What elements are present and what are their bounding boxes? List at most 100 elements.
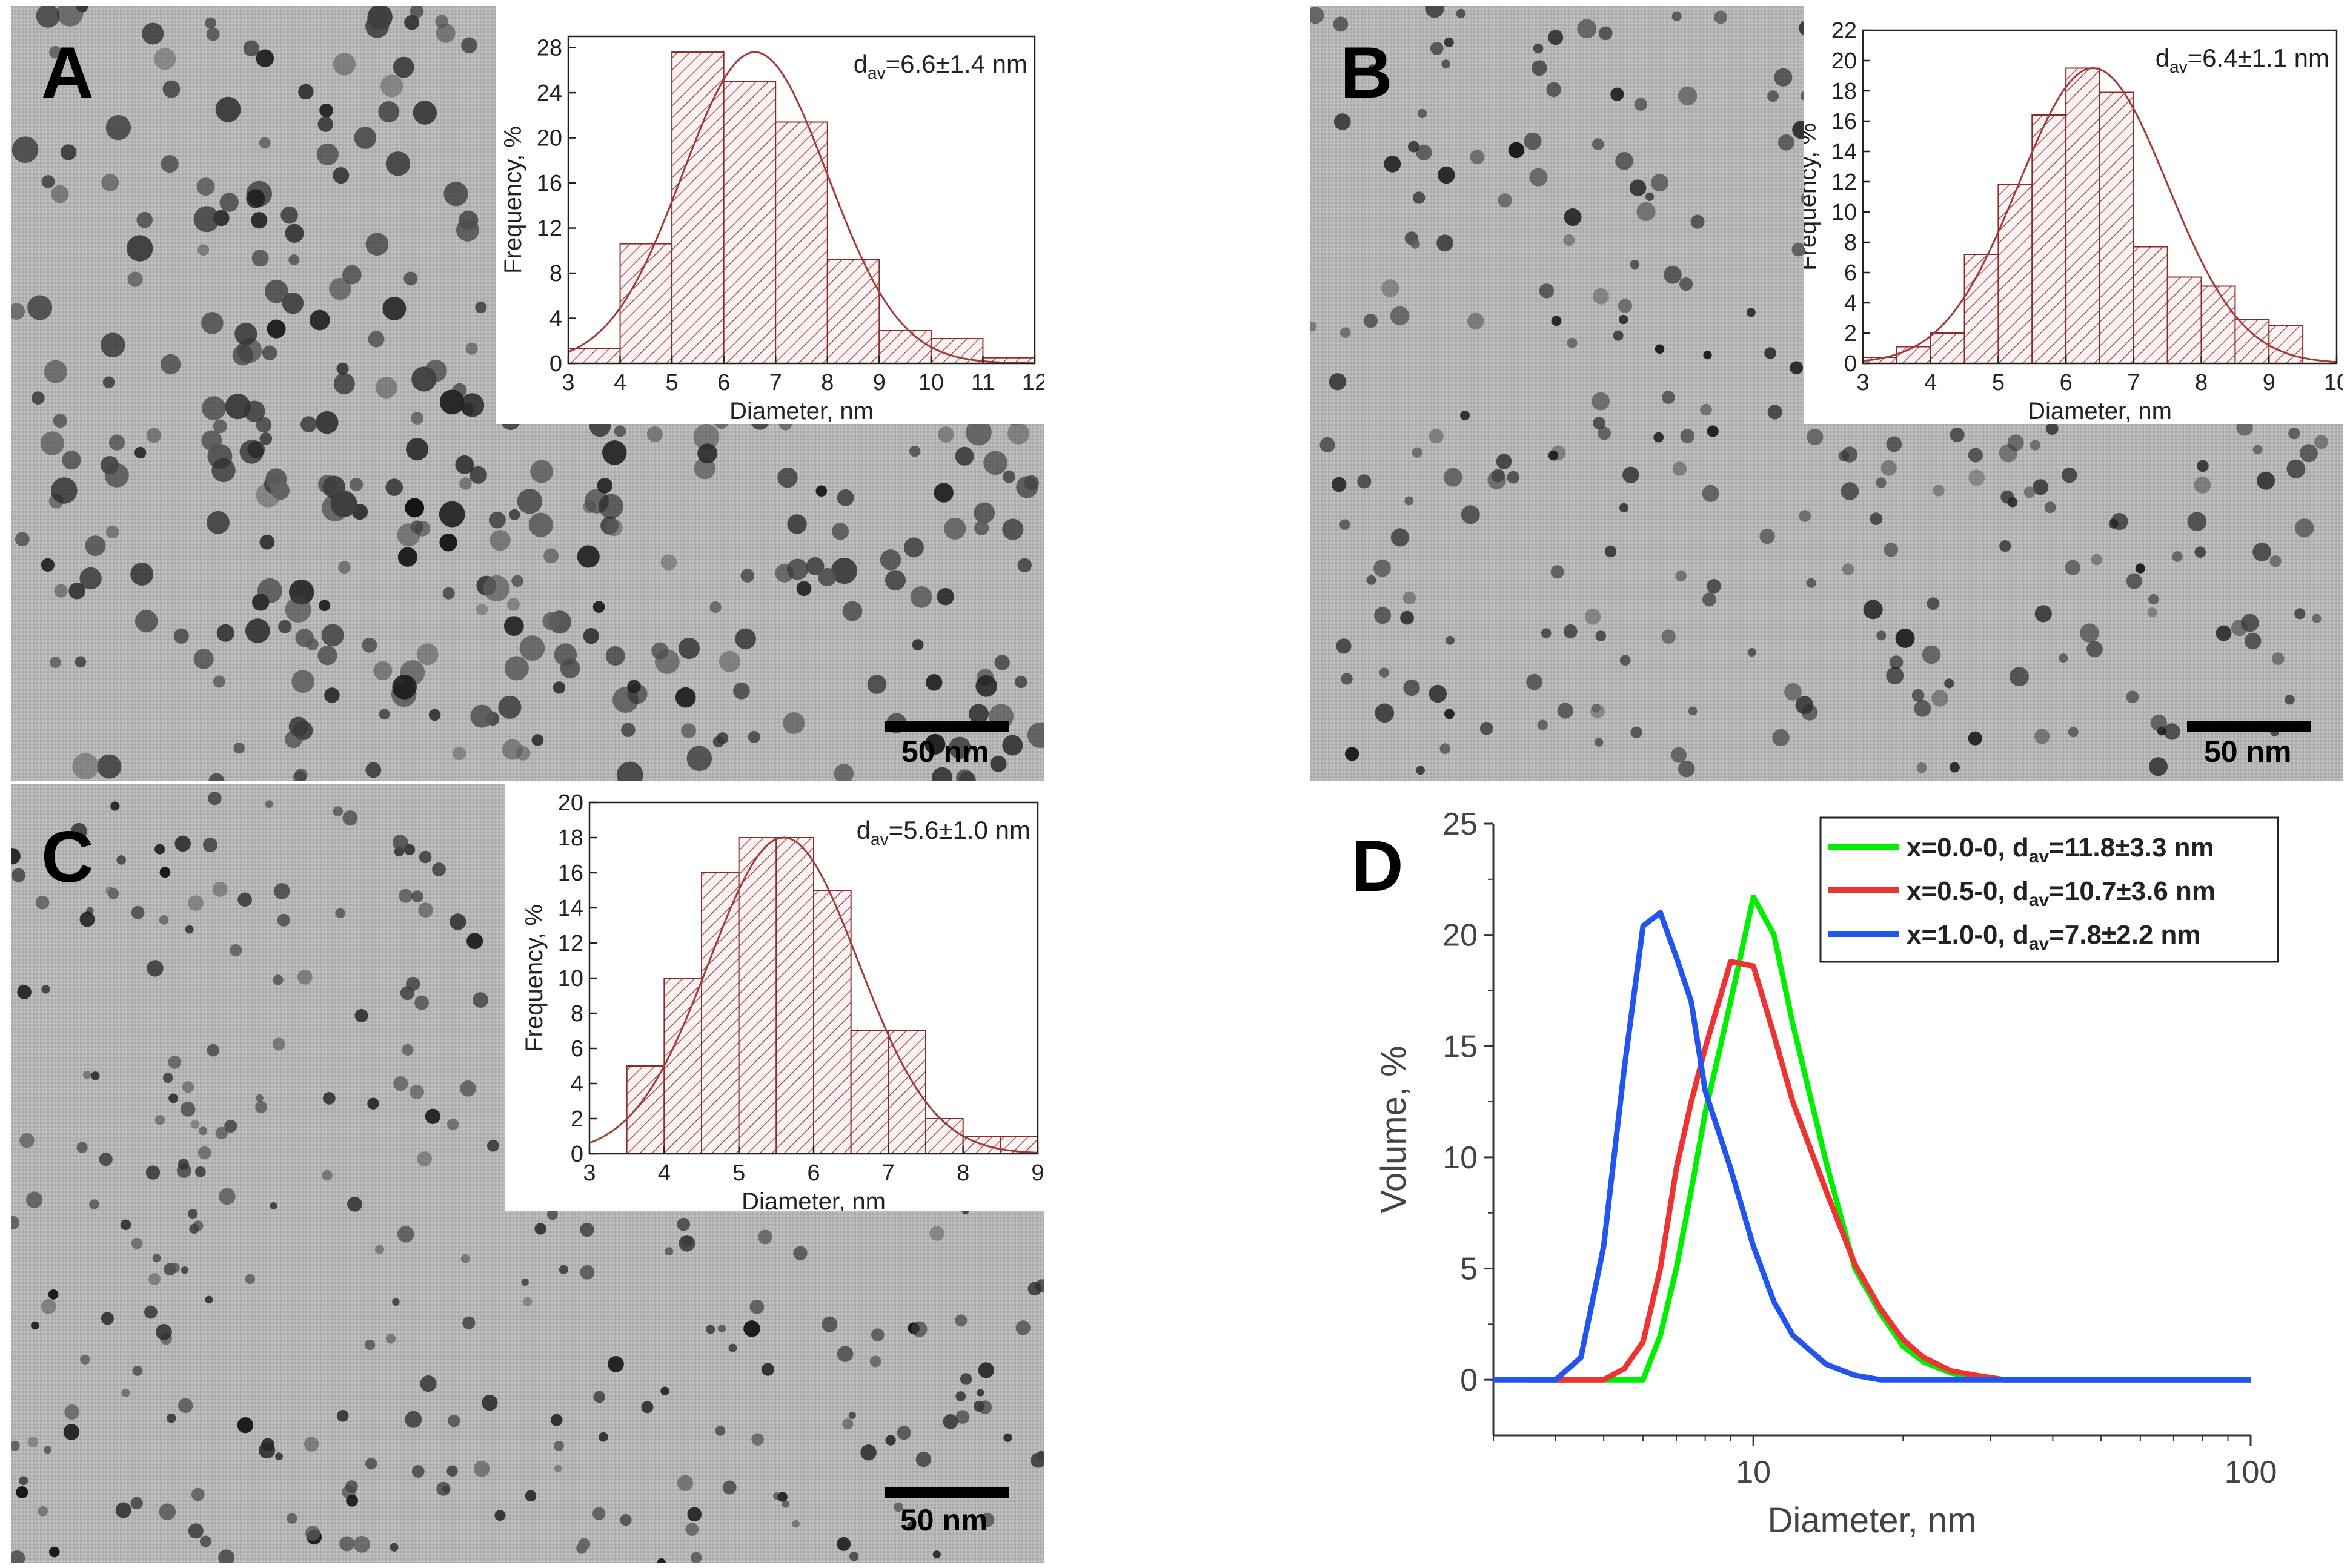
- nanoparticle: [251, 212, 268, 229]
- nanoparticle: [428, 709, 441, 721]
- nanoparticle: [897, 1426, 911, 1440]
- nanoparticle: [99, 1153, 113, 1166]
- nanoparticle: [406, 438, 429, 461]
- nanoparticle: [1563, 624, 1578, 638]
- nanoparticle: [298, 84, 314, 100]
- nanoparticle: [1597, 426, 1611, 440]
- x-tick-label: 9: [1031, 1160, 1044, 1186]
- nanoparticle: [1922, 645, 1941, 664]
- nanoparticle: [216, 624, 234, 642]
- nanoparticle: [871, 1328, 885, 1341]
- nanoparticle: [1003, 470, 1015, 483]
- histogram-bar: [878, 330, 932, 364]
- nanoparticle: [27, 1437, 39, 1447]
- nanoparticle: [76, 1142, 88, 1153]
- nanoparticle: [459, 210, 479, 230]
- nanoparticle: [815, 485, 828, 497]
- nanoparticle: [1390, 528, 1410, 547]
- nanoparticle: [523, 1297, 533, 1306]
- nanoparticle: [27, 295, 53, 320]
- histogram-bar: [2099, 91, 2134, 364]
- nanoparticle: [1541, 628, 1552, 638]
- nanoparticle: [1655, 344, 1665, 354]
- nanoparticle: [196, 177, 215, 196]
- y-tick-label: 4: [571, 1071, 583, 1097]
- nanoparticle: [365, 1340, 376, 1351]
- nanoparticle: [1429, 429, 1444, 444]
- nanoparticle: [646, 426, 663, 442]
- nanoparticle: [446, 1465, 458, 1477]
- legend-entry: x=0.0-0, dav=11.8±3.3 nm: [1907, 833, 2214, 867]
- plot-frame: [567, 35, 1036, 365]
- nanoparticle: [2194, 546, 2206, 558]
- series-line-3: [1493, 910, 2251, 1383]
- nanoparticle: [1799, 510, 1811, 522]
- nanoparticle: [185, 925, 194, 934]
- nanoparticle: [685, 1523, 699, 1537]
- y-tick-label: 12: [1831, 170, 1857, 195]
- x-tick-label: 11: [971, 370, 995, 395]
- nanoparticle: [338, 561, 351, 574]
- nanoparticle: [40, 431, 64, 455]
- nanoparticle: [19, 1133, 35, 1148]
- nanoparticle: [420, 1375, 437, 1392]
- nanoparticle: [2065, 560, 2080, 575]
- nanoparticle: [162, 1073, 173, 1083]
- gaussian-fit-line: [568, 51, 1035, 365]
- nanoparticle: [130, 1497, 143, 1510]
- x-tick-label: 10: [1736, 1455, 1771, 1490]
- nanoparticle: [259, 137, 271, 149]
- nanoparticle: [1703, 351, 1712, 360]
- nanoparticle: [319, 600, 331, 612]
- nanoparticle: [60, 144, 77, 160]
- nanoparticle: [219, 1188, 236, 1205]
- nanoparticle: [49, 45, 62, 59]
- x-tick-label: 3: [583, 1160, 596, 1186]
- nanoparticle: [191, 1487, 205, 1501]
- nanoparticle: [2252, 543, 2271, 561]
- nanoparticle: [2257, 471, 2275, 490]
- nanoparticle: [15, 532, 30, 547]
- nanoparticle: [353, 1535, 371, 1553]
- nanoparticle: [911, 1321, 928, 1337]
- nanoparticle: [215, 96, 241, 122]
- nanoparticle: [1551, 316, 1562, 326]
- nanoparticle: [399, 888, 413, 903]
- nanoparticle: [255, 1101, 268, 1113]
- histogram-inset-a: 3 4 5 6 7 8 9 10 11 12 0 4 8 12 16 20 24 28 Diameter, nm Fr…: [496, 6, 1044, 425]
- nanoparticle: [937, 588, 954, 606]
- nanoparticle: [448, 1414, 460, 1427]
- x-tick-label: 5: [732, 1160, 745, 1186]
- nanoparticle: [288, 254, 300, 266]
- nanoparticle: [1439, 743, 1451, 755]
- histogram-bar: [701, 872, 740, 1154]
- nanoparticle: [101, 1312, 114, 1325]
- nanoparticle: [188, 895, 204, 911]
- x-tick-label: 6: [2060, 370, 2073, 395]
- nanoparticle: [455, 455, 474, 474]
- nanoparticle: [2034, 605, 2052, 623]
- nanoparticle: [503, 616, 524, 636]
- nanoparticle: [270, 1202, 277, 1209]
- nanoparticle: [1702, 485, 1719, 502]
- y-tick-label: 0: [1460, 1363, 1478, 1398]
- x-axis-label: Diameter, nm: [729, 398, 874, 424]
- nanoparticle: [1539, 283, 1554, 299]
- nanoparticle: [1548, 30, 1564, 45]
- nanoparticle: [2045, 422, 2059, 435]
- nanoparticle: [687, 1507, 702, 1522]
- nanoparticle: [519, 635, 545, 661]
- histogram-bar: [2133, 246, 2168, 364]
- mean-diameter-annotation: dav=5.6±1.0 nm: [857, 816, 1031, 849]
- histogram-bar: [1963, 254, 1999, 364]
- nanoparticle: [758, 1229, 772, 1245]
- nanoparticle: [994, 655, 1010, 670]
- nanoparticle: [321, 624, 344, 647]
- nanoparticle: [197, 1146, 211, 1160]
- x-tick-label: 4: [614, 370, 626, 395]
- nanoparticle: [282, 293, 304, 314]
- nanoparticle: [1319, 437, 1335, 453]
- tem-panel-b: B 3 4 5 6 7 8 9 10 0 2 4 6 8 10 12 14 16 18 20 22 Diameter, …: [1310, 6, 2343, 781]
- nanoparticle: [173, 628, 189, 644]
- nanoparticle: [842, 601, 863, 621]
